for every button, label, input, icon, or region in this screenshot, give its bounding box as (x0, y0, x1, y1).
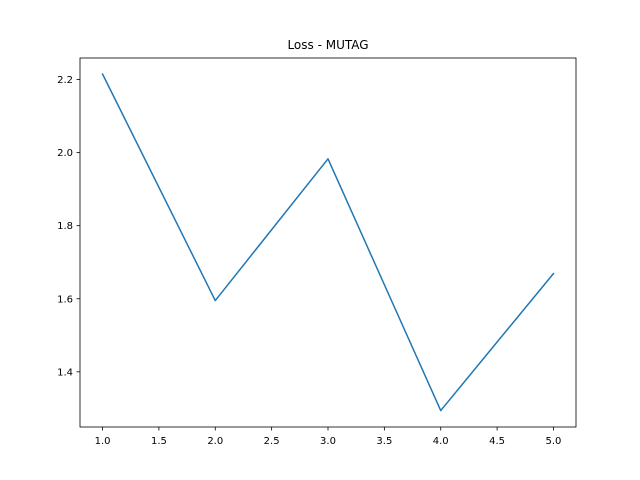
y-tick-label: 1.8 (57, 221, 73, 232)
x-tick-label: 5.0 (546, 436, 562, 447)
plot-frame (79, 57, 577, 428)
x-tick-label: 1.5 (151, 436, 167, 447)
x-tick-label: 4.5 (489, 436, 505, 447)
x-tick-label: 1.0 (95, 436, 111, 447)
y-tick-label: 1.6 (57, 294, 73, 305)
x-tick-label: 2.0 (207, 436, 223, 447)
chart-title: Loss - MUTAG (287, 38, 368, 52)
y-axis: 1.4 1.6 1.8 2.0 2.2 (57, 75, 80, 378)
x-tick-label: 4.0 (433, 436, 449, 447)
x-tick-label: 2.5 (264, 436, 280, 447)
series-line (101, 73, 555, 412)
y-tick-label: 2.0 (57, 148, 73, 159)
y-tick-label: 2.2 (57, 75, 73, 86)
x-tick-label: 3.5 (376, 436, 392, 447)
x-axis: 1.0 1.5 2.0 2.5 3.0 3.5 4.0 4.5 5.0 (95, 427, 562, 447)
y-tick-label: 1.4 (57, 367, 73, 378)
plot-series (101, 73, 555, 412)
x-tick-label: 3.0 (320, 436, 336, 447)
